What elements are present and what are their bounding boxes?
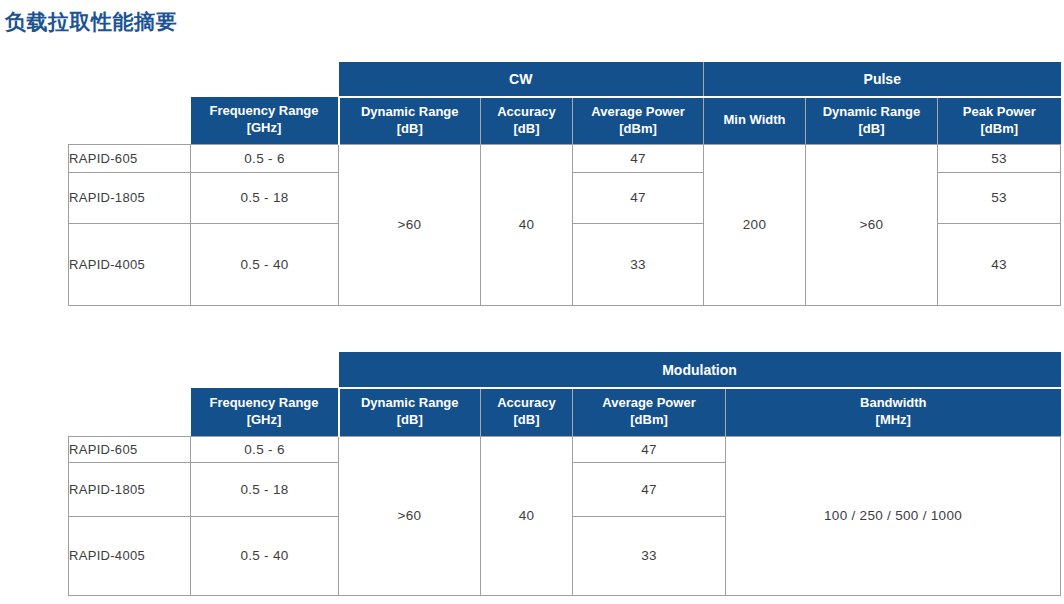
column-header-label: Accuracy bbox=[481, 104, 572, 121]
accuracy-cell: 40 bbox=[481, 436, 573, 595]
column-header-unit: [GHz] bbox=[191, 412, 338, 429]
column-header-label: Dynamic Range bbox=[806, 104, 937, 121]
column-header-unit: [dB] bbox=[481, 121, 572, 138]
table-row: RAPID-605 0.5 - 6 >60 40 47 100 / 250 / … bbox=[69, 436, 1061, 462]
model-cell: RAPID-605 bbox=[69, 436, 191, 462]
model-cell: RAPID-605 bbox=[69, 144, 191, 172]
average-power-cell: 47 bbox=[573, 436, 726, 462]
column-header-bandwidth: Bandwidth [MHz] bbox=[726, 388, 1061, 436]
column-header-label: Dynamic Range bbox=[340, 104, 481, 121]
column-header-dynamic-range: Dynamic Range [dB] bbox=[339, 388, 481, 436]
group-header-cw: CW bbox=[339, 62, 704, 97]
dynamic-range-pulse-cell: >60 bbox=[806, 144, 938, 305]
dynamic-range-cell: >60 bbox=[339, 436, 481, 595]
column-header-label: Bandwidth bbox=[726, 395, 1061, 412]
frequency-cell: 0.5 - 40 bbox=[191, 223, 339, 305]
frequency-cell: 0.5 - 6 bbox=[191, 144, 339, 172]
frequency-cell: 0.5 - 6 bbox=[191, 436, 339, 462]
modulation-table: Modulation Frequency Range [GHz] Dynamic… bbox=[68, 352, 1061, 596]
column-header-min-width: Min Width bbox=[704, 97, 806, 144]
average-power-cell: 47 bbox=[573, 172, 704, 223]
frequency-cell: 0.5 - 18 bbox=[191, 172, 339, 223]
column-header-row: Frequency Range [GHz] Dynamic Range [dB]… bbox=[69, 388, 1061, 436]
page: 负载拉取性能摘要 CW Pulse Frequency Range [GHz] … bbox=[0, 0, 1064, 604]
column-header-label: Min Width bbox=[704, 112, 805, 129]
column-header-unit: [dB] bbox=[806, 121, 937, 138]
column-header-average-power: Average Power [dBm] bbox=[573, 388, 726, 436]
model-cell: RAPID-4005 bbox=[69, 223, 191, 305]
min-width-cell: 200 bbox=[704, 144, 806, 305]
cw-pulse-table: CW Pulse Frequency Range [GHz] Dynamic R… bbox=[68, 62, 1061, 306]
column-header-label: Peak Power bbox=[938, 104, 1061, 121]
column-header-unit: [dBm] bbox=[938, 121, 1061, 138]
page-title: 负载拉取性能摘要 bbox=[5, 8, 177, 36]
average-power-cell: 33 bbox=[573, 223, 704, 305]
group-header-modulation: Modulation bbox=[339, 352, 1061, 388]
model-cell: RAPID-1805 bbox=[69, 462, 191, 516]
header-spacer bbox=[69, 352, 339, 388]
bandwidth-cell: 100 / 250 / 500 / 1000 bbox=[726, 436, 1061, 595]
column-header-peak-power: Peak Power [dBm] bbox=[938, 97, 1061, 144]
group-header-pulse: Pulse bbox=[704, 62, 1061, 97]
group-header-row: Modulation bbox=[69, 352, 1061, 388]
model-cell: RAPID-1805 bbox=[69, 172, 191, 223]
table-row: RAPID-605 0.5 - 6 >60 40 47 200 >60 53 bbox=[69, 144, 1061, 172]
average-power-cell: 47 bbox=[573, 462, 726, 516]
header-spacer bbox=[69, 388, 191, 436]
model-cell: RAPID-4005 bbox=[69, 516, 191, 595]
peak-power-cell: 53 bbox=[938, 172, 1061, 223]
column-header-dynamic-range-pulse: Dynamic Range [dB] bbox=[806, 97, 938, 144]
column-header-frequency-range: Frequency Range [GHz] bbox=[191, 388, 339, 436]
header-spacer bbox=[69, 62, 339, 97]
column-header-unit: [MHz] bbox=[726, 412, 1061, 429]
column-header-unit: [dBm] bbox=[573, 121, 703, 138]
header-spacer bbox=[69, 97, 191, 144]
frequency-cell: 0.5 - 18 bbox=[191, 462, 339, 516]
accuracy-cell: 40 bbox=[481, 144, 573, 305]
column-header-unit: [GHz] bbox=[191, 120, 338, 137]
column-header-accuracy: Accuracy [dB] bbox=[481, 97, 573, 144]
peak-power-cell: 53 bbox=[938, 144, 1061, 172]
column-header-unit: [dB] bbox=[340, 121, 481, 138]
group-header-row: CW Pulse bbox=[69, 62, 1061, 97]
column-header-label: Frequency Range bbox=[191, 395, 338, 412]
column-header-unit: [dBm] bbox=[573, 412, 725, 429]
column-header-dynamic-range-cw: Dynamic Range [dB] bbox=[339, 97, 481, 144]
column-header-accuracy: Accuracy [dB] bbox=[481, 388, 573, 436]
average-power-cell: 47 bbox=[573, 144, 704, 172]
column-header-label: Accuracy bbox=[481, 395, 572, 412]
dynamic-range-cw-cell: >60 bbox=[339, 144, 481, 305]
column-header-unit: [dB] bbox=[481, 412, 572, 429]
column-header-label: Average Power bbox=[573, 104, 703, 121]
column-header-average-power: Average Power [dBm] bbox=[573, 97, 704, 144]
frequency-cell: 0.5 - 40 bbox=[191, 516, 339, 595]
column-header-label: Average Power bbox=[573, 395, 725, 412]
average-power-cell: 33 bbox=[573, 516, 726, 595]
peak-power-cell: 43 bbox=[938, 223, 1061, 305]
column-header-unit: [dB] bbox=[340, 412, 481, 429]
column-header-frequency-range: Frequency Range [GHz] bbox=[191, 97, 339, 144]
column-header-label: Frequency Range bbox=[191, 103, 338, 120]
column-header-label: Dynamic Range bbox=[340, 395, 481, 412]
column-header-row: Frequency Range [GHz] Dynamic Range [dB]… bbox=[69, 97, 1061, 144]
